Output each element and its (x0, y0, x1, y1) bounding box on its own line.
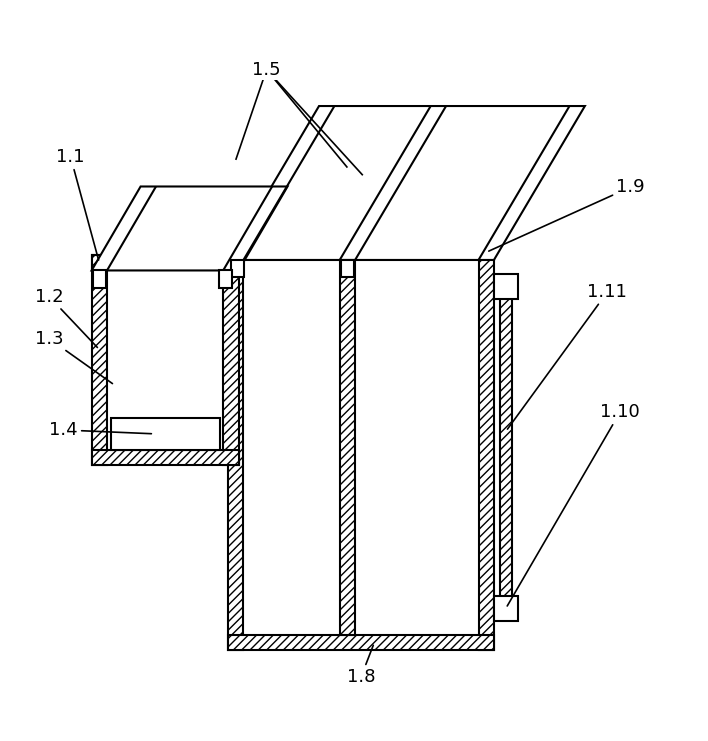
Bar (91, 450, 239, 465)
Bar (341, 260, 354, 277)
Bar (500, 287, 512, 608)
Bar (228, 245, 494, 260)
Bar (223, 255, 239, 465)
Bar (228, 635, 494, 651)
Bar (91, 255, 239, 270)
Text: 1.11: 1.11 (508, 283, 627, 429)
Bar (110, 418, 219, 450)
Text: 1.9: 1.9 (489, 178, 645, 251)
Text: 1.5: 1.5 (252, 61, 281, 79)
Bar (494, 274, 518, 299)
Bar (494, 596, 518, 621)
Polygon shape (228, 106, 585, 260)
Bar (93, 270, 105, 288)
Bar (91, 255, 107, 465)
Bar (479, 245, 494, 651)
Polygon shape (91, 187, 287, 270)
Bar (340, 260, 355, 635)
Text: 1.2: 1.2 (35, 288, 98, 348)
Bar (231, 260, 244, 277)
Text: 1.3: 1.3 (35, 330, 113, 384)
Text: 1.1: 1.1 (57, 148, 98, 260)
Text: 1.4: 1.4 (50, 421, 152, 439)
Text: 1.8: 1.8 (347, 645, 375, 686)
Bar (219, 270, 232, 288)
Text: 1.10: 1.10 (507, 404, 640, 606)
Bar (228, 245, 244, 651)
